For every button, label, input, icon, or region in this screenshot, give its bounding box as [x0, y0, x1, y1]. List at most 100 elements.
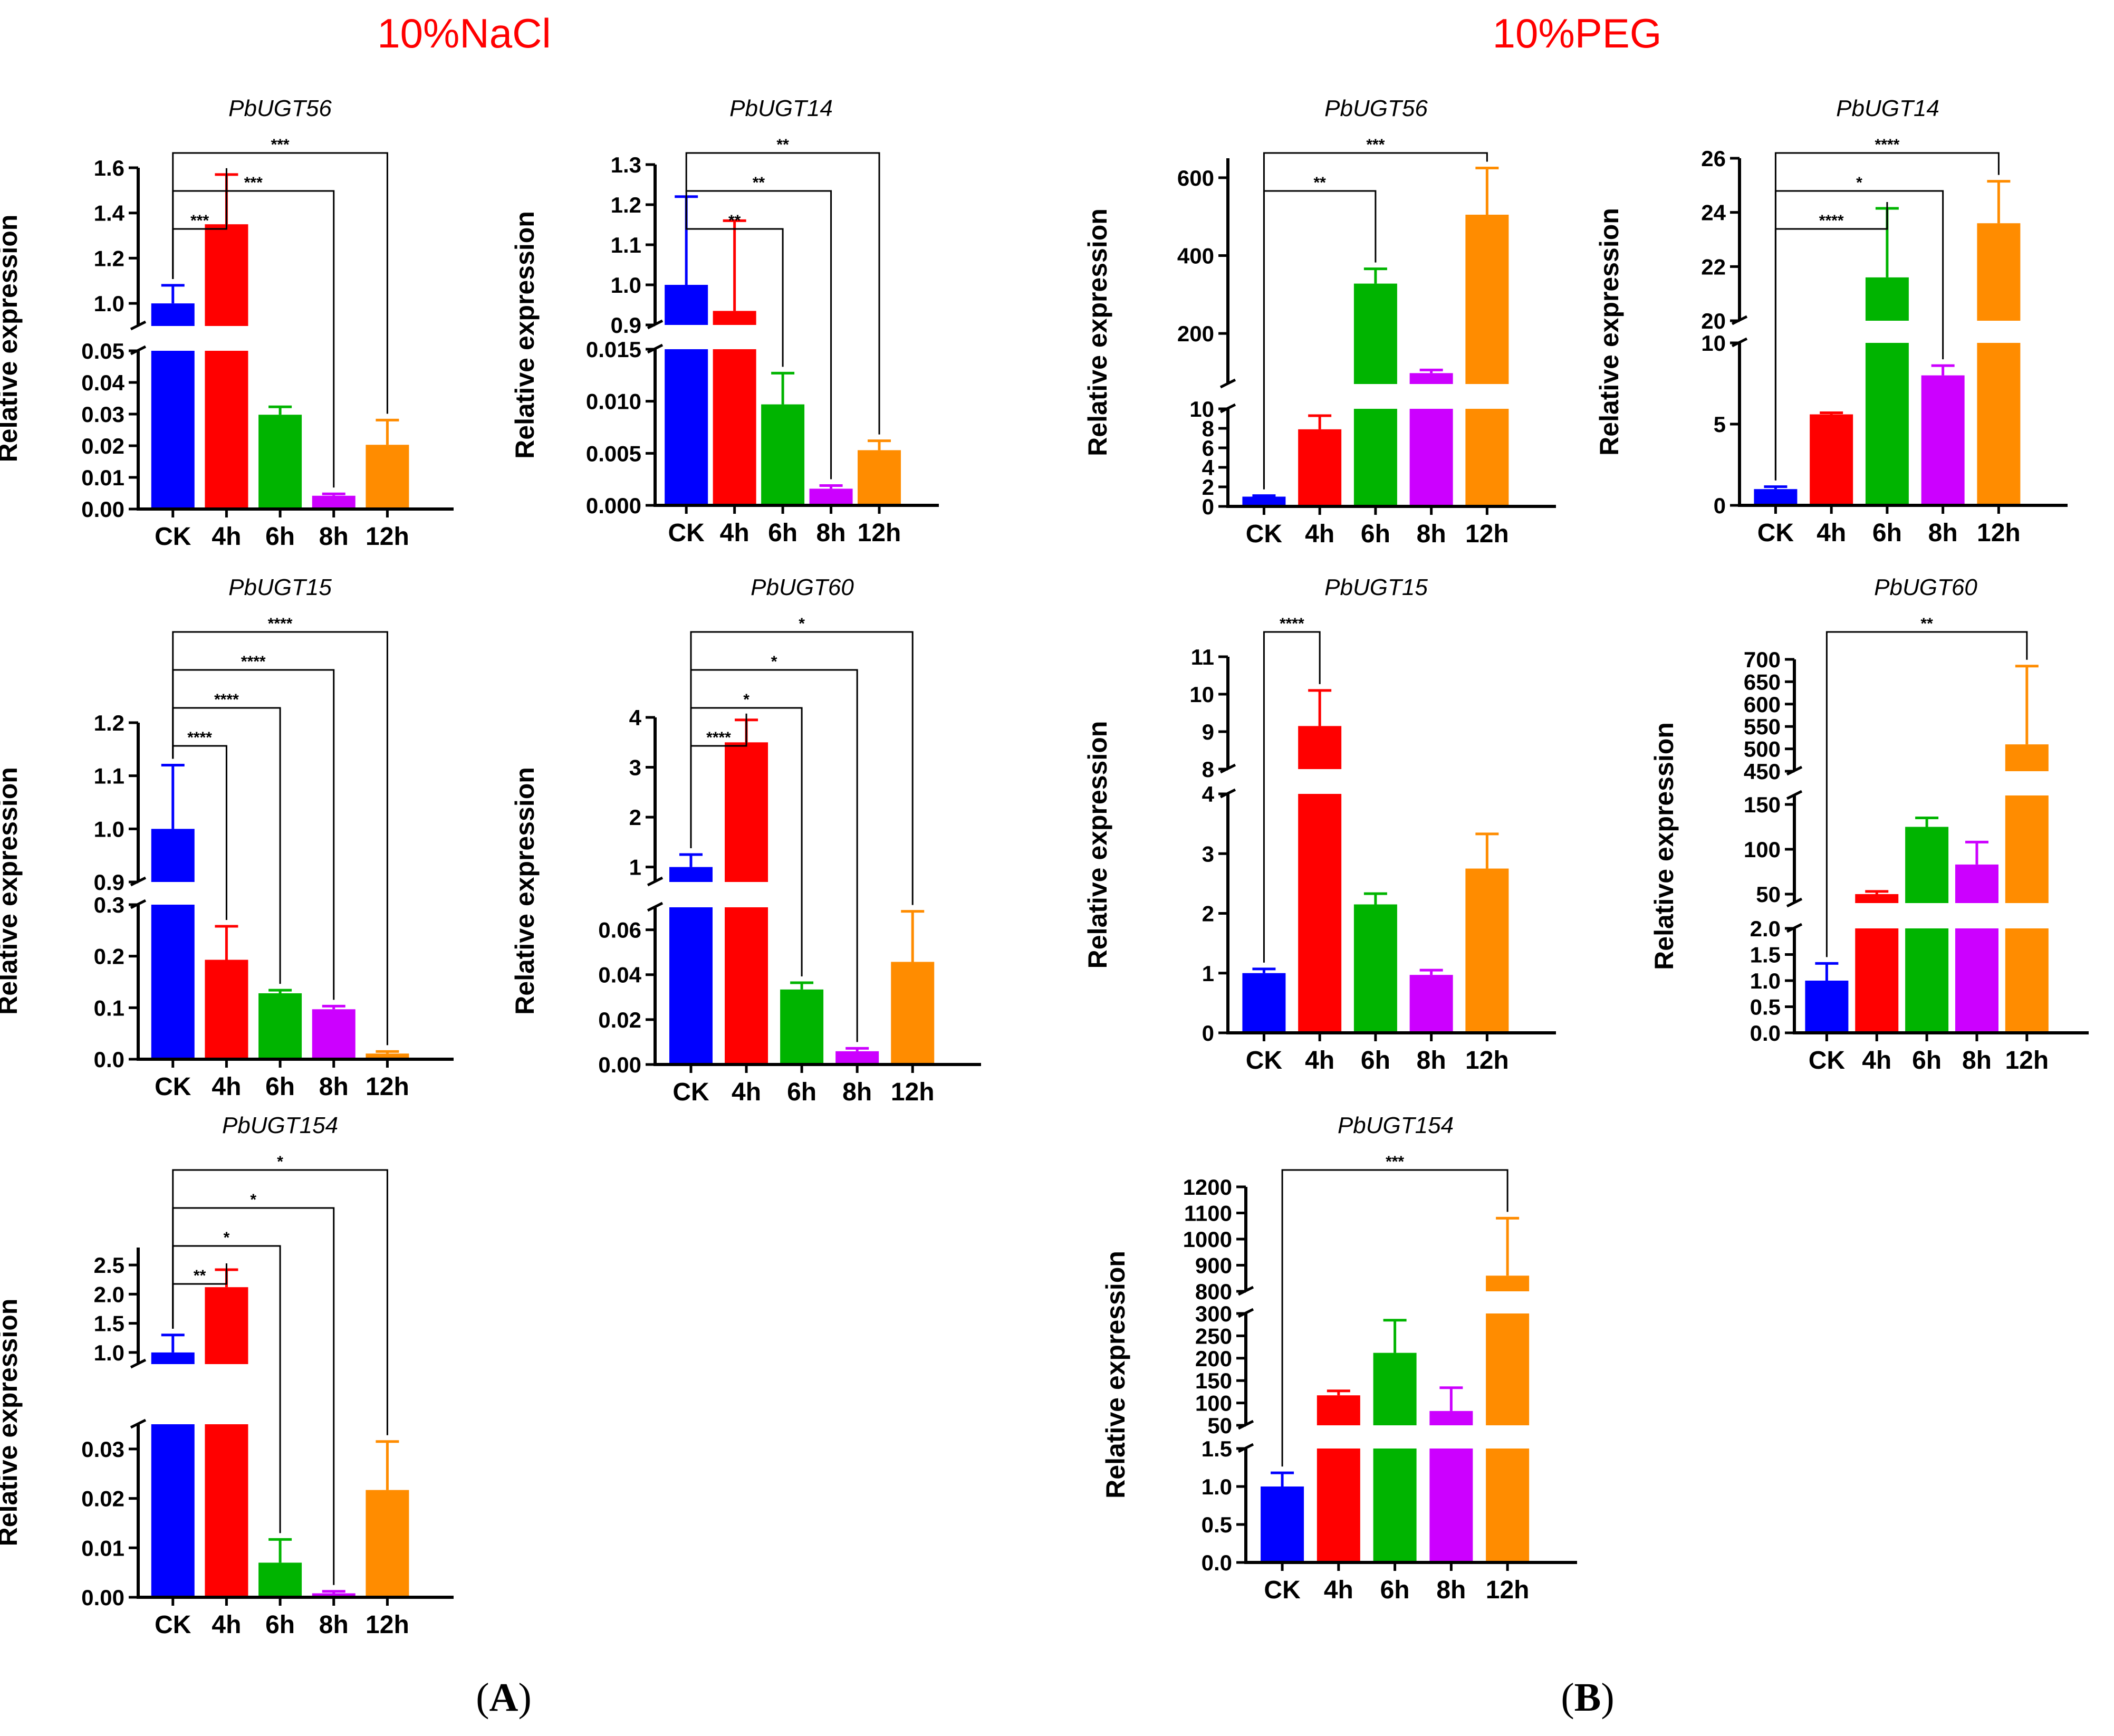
y-tick-label: 150 — [1744, 792, 1781, 817]
y-tick-label: 0.01 — [81, 465, 124, 490]
bar-8h — [809, 488, 853, 505]
bar-8h — [1955, 864, 1998, 1033]
y-tick-label: 0.05 — [81, 339, 124, 363]
y-tick-label: 900 — [1195, 1253, 1232, 1278]
bar-4h — [1298, 429, 1342, 506]
y-tick-label: 450 — [1744, 759, 1781, 784]
y-tick-label: 0.0 — [94, 1047, 124, 1072]
significance-label: *** — [1366, 136, 1385, 154]
panel-letter-a-text: A — [489, 1675, 518, 1720]
significance-bracket — [1281, 1169, 1508, 1467]
bar-12h — [1465, 215, 1509, 506]
chart-title: PbUGT15 — [1324, 574, 1428, 600]
significance-label: **** — [1280, 615, 1304, 632]
axis-break-gap — [1738, 321, 2069, 343]
y-tick-label: 0.02 — [598, 1008, 641, 1032]
chart-10nacl-pbugt15: PbUGT15 Relative expression 0.0 0.1 0.2 0.30.… — [0, 574, 455, 1101]
y-tick-label: 300 — [1195, 1301, 1232, 1326]
y-tick-label: 1.0 — [1750, 968, 1781, 993]
panel-title-nacl: 10%NaCl — [377, 10, 551, 56]
y-tick-label: 0.01 — [81, 1536, 124, 1560]
x-tick-label-8h: 8h — [1928, 519, 1958, 547]
bar-ck — [1805, 981, 1849, 1033]
significance-bracket — [1263, 152, 1488, 490]
y-tick-label: 700 — [1744, 647, 1781, 672]
y-tick-label: 1.6 — [94, 156, 124, 180]
bar-6h — [1905, 827, 1949, 1033]
x-tick-label-ck: CK — [155, 523, 191, 551]
chart-10peg-pbugt60: PbUGT60 Relative expression 0.00.51.01.52.… — [1649, 574, 2090, 1075]
y-tick-label: 1.2 — [94, 246, 124, 271]
y-tick-label: 2 — [629, 805, 641, 830]
panel-letter-b: (B) — [1561, 1675, 1615, 1720]
significance-label: ** — [728, 212, 741, 229]
chart-10nacl-pbugt60: PbUGT60 Relative expression 0.00 0.02 0.04 0.… — [510, 574, 982, 1106]
bar-ck — [151, 829, 195, 1059]
x-tick-label-ck: CK — [668, 519, 705, 547]
significance-label: * — [250, 1191, 256, 1209]
axis-break-gap — [1793, 903, 2090, 928]
chart-title: PbUGT56 — [228, 95, 332, 121]
chart-title: PbUGT15 — [228, 574, 332, 600]
y-tick-label: 1.0 — [94, 817, 124, 841]
significance-label: * — [799, 615, 805, 632]
y-tick-label: 0.9 — [94, 870, 124, 895]
significance-label: ** — [1313, 174, 1326, 191]
bar-8h — [312, 495, 355, 509]
bar-6h — [761, 404, 805, 505]
y-tick-label: 2 — [1202, 475, 1214, 500]
y-axis-label: Relative expression — [1101, 1251, 1130, 1499]
bar-12h — [1977, 223, 2021, 505]
y-tick-label: 0.005 — [586, 441, 641, 466]
y-tick-label: 10 — [1189, 397, 1214, 421]
y-tick-label: 0.5 — [1202, 1512, 1232, 1537]
bar-12h — [1465, 868, 1509, 1033]
y-tick-label: 200 — [1177, 321, 1214, 346]
axis-break-gap — [1245, 1291, 1578, 1313]
x-tick-label-ck: CK — [1757, 519, 1794, 547]
x-tick-label-6h: 6h — [787, 1078, 816, 1106]
chart-title: PbUGT60 — [751, 574, 854, 600]
y-tick-label: 3 — [1202, 841, 1214, 866]
y-tick-label: 2.0 — [94, 1282, 124, 1307]
y-axis-label: Relative expression — [0, 1299, 23, 1547]
y-tick-label: 8 — [1202, 416, 1214, 441]
chart-title: PbUGT56 — [1324, 95, 1428, 121]
y-axis-label: Relative expression — [510, 211, 540, 459]
y-tick-label: 10 — [1701, 331, 1726, 356]
axis-break-gap — [1245, 1425, 1578, 1449]
axis-break-gap — [654, 882, 982, 907]
x-tick-label-6h: 6h — [265, 1611, 295, 1639]
y-axis-label: Relative expression — [0, 767, 23, 1015]
y-tick-label: 0.010 — [586, 389, 641, 414]
significance-label: *** — [244, 174, 263, 191]
y-tick-label: 1.0 — [94, 291, 124, 316]
y-tick-label: 8 — [1202, 757, 1214, 782]
y-tick-label: 1.0 — [611, 273, 641, 298]
significance-bracket — [172, 152, 388, 414]
axis-break-mark — [130, 1418, 147, 1429]
x-tick-label-8h: 8h — [816, 519, 846, 547]
significance-label: * — [771, 653, 777, 670]
y-tick-label: 1100 — [1184, 1201, 1232, 1226]
axis-break-gap — [1227, 769, 1557, 794]
x-tick-label-12h: 12h — [366, 1073, 409, 1101]
chart-10nacl-pbugt14: PbUGT14 Relative expression 0.000 0.005 0.01… — [510, 95, 940, 547]
significance-bracket — [1825, 631, 2028, 957]
significance-bracket — [690, 631, 914, 905]
x-tick-label-12h: 12h — [1465, 1047, 1509, 1075]
axis-break-gap — [137, 882, 455, 905]
significance-bracket — [172, 1169, 388, 1435]
x-tick-label-4h: 4h — [1324, 1576, 1353, 1604]
x-tick-label-ck: CK — [155, 1611, 191, 1639]
y-tick-label: 4 — [629, 705, 642, 730]
x-tick-label-8h: 8h — [1417, 520, 1446, 548]
axis-break-gap — [137, 326, 455, 351]
significance-label: * — [743, 691, 749, 708]
y-tick-label: 0.04 — [81, 370, 124, 395]
axis-break-gap — [1793, 771, 2090, 795]
x-tick-label-4h: 4h — [212, 1611, 241, 1639]
chart-title: PbUGT60 — [1874, 574, 1977, 600]
